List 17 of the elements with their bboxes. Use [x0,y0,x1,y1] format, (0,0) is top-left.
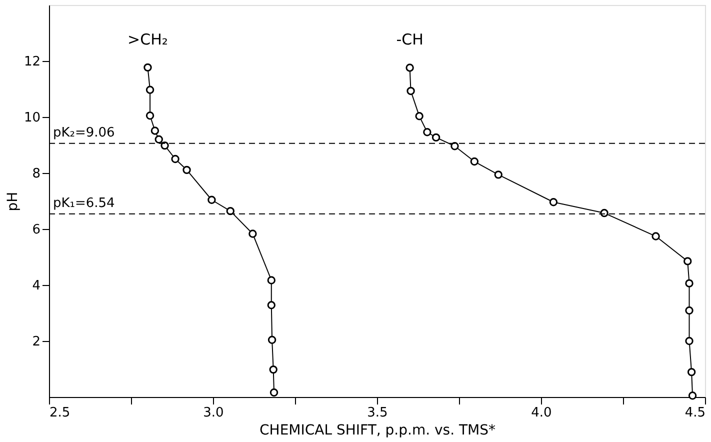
y-tick-label: 4 [32,278,40,294]
y-tick-label: 2 [32,334,40,350]
x-tick-label: 4.5 [684,406,706,420]
x-axis-title: CHEMICAL SHIFT, p.p.m. vs. TMS* [260,422,496,438]
ref-line-label: pK₂=9.06 [53,125,115,140]
series-label: >CH₂ [128,30,168,48]
x-tick-label: 3.5 [367,406,388,420]
series-label: -CH [396,30,424,49]
y-tick-label: 6 [32,222,40,238]
x-tick-label: 3.0 [203,406,224,420]
y-axis-title: pH [4,192,21,212]
y-tick-label: 8 [32,166,40,182]
y-tick-label: 12 [24,54,40,70]
ref-line-label: pK₁=6.54 [53,196,115,211]
x-tick-label: 2.5 [50,406,70,420]
x-tick-label: 4.0 [531,406,552,420]
y-tick-label: 10 [24,110,40,126]
